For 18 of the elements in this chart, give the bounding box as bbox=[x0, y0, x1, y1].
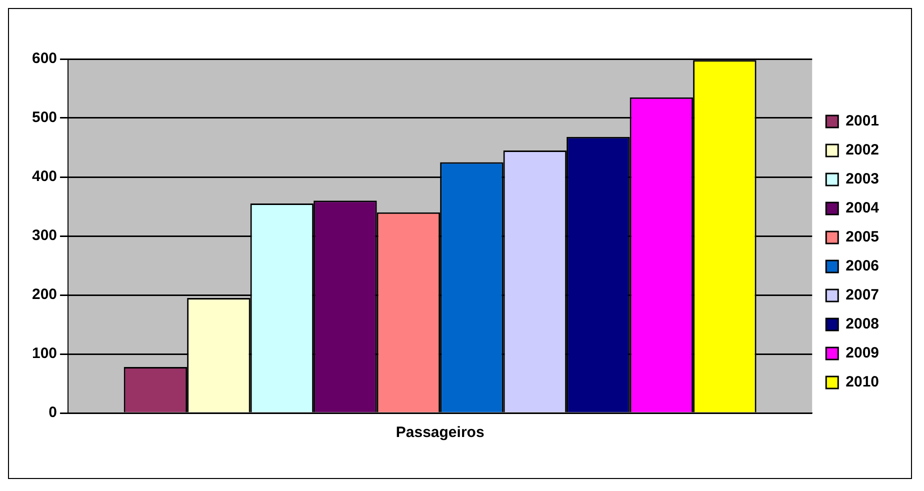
legend-label: 2001 bbox=[846, 112, 880, 130]
legend-label: 2003 bbox=[846, 170, 880, 188]
legend-label: 2010 bbox=[846, 374, 880, 391]
legend-label: 2005 bbox=[846, 228, 880, 246]
y-tick-label: 200 bbox=[32, 286, 58, 304]
legend-label: 2006 bbox=[846, 258, 880, 275]
legend-label: 2002 bbox=[846, 142, 880, 159]
legend-label: 2007 bbox=[846, 286, 880, 304]
y-tick-label: 400 bbox=[32, 168, 58, 186]
y-tick-label: 500 bbox=[32, 109, 58, 126]
y-tick-label: 0 bbox=[48, 404, 58, 422]
legend-label: 2004 bbox=[846, 200, 880, 217]
legend-label: 2008 bbox=[846, 316, 880, 333]
x-tick-label: Passageiros bbox=[396, 424, 484, 442]
legend-label: 2009 bbox=[846, 344, 880, 362]
y-tick-label: 600 bbox=[32, 50, 58, 68]
y-tick-label: 100 bbox=[32, 345, 58, 362]
y-tick-label: 300 bbox=[32, 227, 58, 244]
